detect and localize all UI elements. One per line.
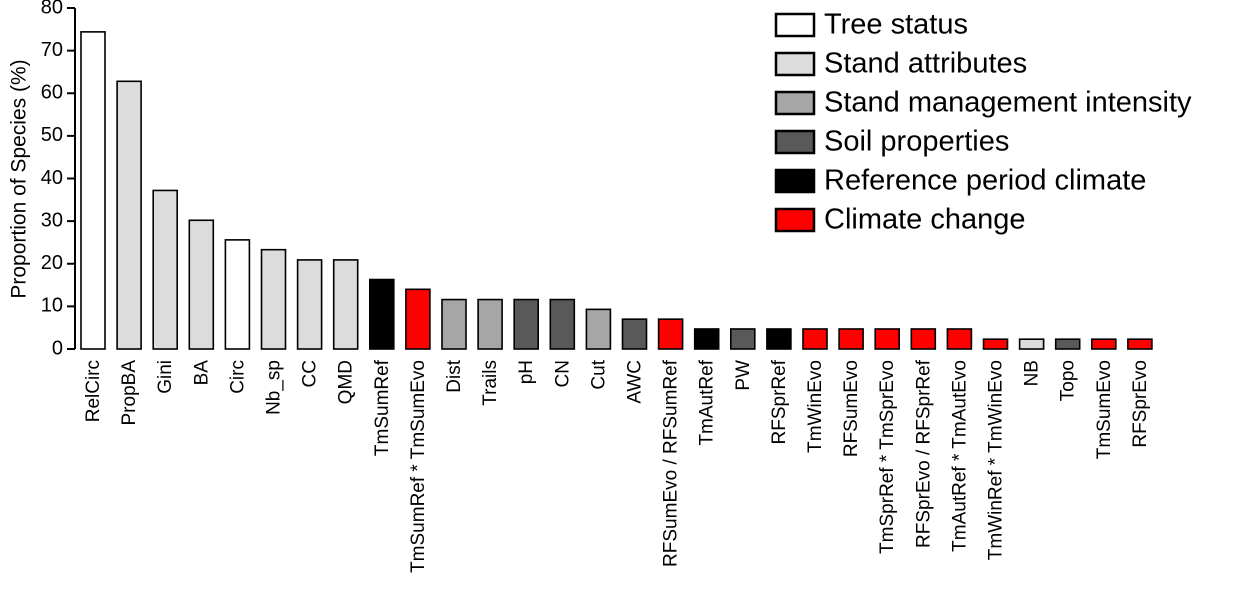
legend-swatch xyxy=(774,129,816,155)
y-axis-label: Proportion of Species (%) xyxy=(8,59,31,298)
y-tick-label: 10 xyxy=(41,295,63,317)
x-tick-label: TmSprRef * TmSprEvo xyxy=(877,360,898,554)
x-tick-label: NB xyxy=(1022,360,1043,386)
x-tick-label: CC xyxy=(300,360,321,387)
x-tick-label: pH xyxy=(516,360,537,384)
y-tick-label: 70 xyxy=(41,39,63,61)
legend-label: Soil properties xyxy=(824,126,1009,158)
y-tick-label: 80 xyxy=(41,0,63,18)
bar-dist xyxy=(441,298,467,350)
x-tick-label: Gini xyxy=(155,360,176,394)
bar-cut xyxy=(585,308,612,350)
bar-tmsumevo xyxy=(1091,338,1117,350)
x-tick-label: Cut xyxy=(588,359,609,389)
bar-topo xyxy=(1054,338,1081,350)
x-tick-label: TmAutRef xyxy=(697,359,718,445)
bar-rfsprref xyxy=(766,328,792,350)
bar-series xyxy=(80,31,1153,350)
legend-label: Tree status xyxy=(824,9,968,41)
x-tick-label: Dist xyxy=(444,359,465,392)
x-tick-label: AWC xyxy=(625,360,646,404)
x-tick-label: Circ xyxy=(227,360,248,394)
bar-cn xyxy=(549,298,576,350)
y-tick-label: 0 xyxy=(52,337,63,359)
x-tick-label: RFSumEvo xyxy=(841,360,862,457)
legend-swatch xyxy=(774,207,816,233)
x-tick-label: TmSumEvo xyxy=(1094,360,1115,459)
x-tick-label: PW xyxy=(733,360,754,391)
x-tick-label: RFSprEvo / RFSprRef xyxy=(913,359,934,548)
y-tick-label: 60 xyxy=(41,82,63,104)
bar-tmsprref-tmsprevo xyxy=(874,328,901,350)
bar-rfsprevo xyxy=(1127,338,1153,350)
bar-qmd xyxy=(332,259,359,350)
x-tick-label: PropBA xyxy=(119,360,140,426)
bar-rfsumevo-rfsumref xyxy=(657,318,684,350)
x-tick-label: TmSumRef * TmSumEvo xyxy=(408,360,429,573)
x-tick-label: Nb_sp xyxy=(264,360,285,415)
x-tick-label: RFSprRef xyxy=(769,359,790,444)
bar-relcirc xyxy=(80,31,106,350)
legend-swatch xyxy=(774,90,816,116)
x-tick-label: TmAutRef * TmAutEvo xyxy=(949,360,970,552)
legend-swatch xyxy=(774,51,816,77)
bar-nb-sp xyxy=(260,248,287,350)
bar-pw xyxy=(729,328,756,350)
bar-trails xyxy=(477,298,503,350)
legend-label: Stand management intensity xyxy=(824,87,1192,119)
bar-tmsumref-tmsumevo xyxy=(405,288,431,350)
legend-label: Reference period climate xyxy=(824,165,1146,197)
bar-rfsprevo-rfsprref xyxy=(910,328,937,350)
x-tick-label: TmSumRef xyxy=(372,359,393,456)
bar-ba xyxy=(188,219,215,350)
bar-awc xyxy=(621,318,648,350)
bar-tmwinref-tmwinevo xyxy=(982,338,1009,350)
x-tick-label: Topo xyxy=(1058,360,1079,401)
y-tick-label: 50 xyxy=(41,124,63,146)
x-tick-labels: RelCirc PropBA Gini BA Circ Nb_sp CC QMD TmSumRe… xyxy=(83,359,1151,573)
bar-circ xyxy=(224,239,251,350)
x-tick-label: RFSprEvo xyxy=(1130,360,1151,448)
legend: Tree status Stand attributes Stand managem… xyxy=(774,9,1192,236)
x-tick-label: TmWinEvo xyxy=(805,360,826,453)
legend-swatch xyxy=(774,12,816,38)
x-tick-label: RelCirc xyxy=(83,360,104,422)
y-axis: 0 10 20 30 40 50 60 70 80 xyxy=(41,0,76,359)
bar-tmsumref xyxy=(368,278,395,350)
y-tick-label: 40 xyxy=(41,167,63,189)
bar-tmautref xyxy=(693,328,720,350)
legend-label: Stand attributes xyxy=(824,48,1027,80)
y-tick-label: 30 xyxy=(41,209,63,231)
x-tick-label: CN xyxy=(552,360,573,387)
bar-nb xyxy=(1018,338,1045,350)
legend-swatch xyxy=(774,168,816,194)
bar-tmwinevo xyxy=(802,328,828,350)
x-tick-label: QMD xyxy=(336,360,357,404)
bar-tmautref-tmautevo xyxy=(946,328,973,350)
bar-propba xyxy=(116,80,142,350)
x-tick-label: Trails xyxy=(480,360,501,406)
bar-ph xyxy=(513,298,540,350)
legend-label: Climate change xyxy=(824,204,1026,236)
y-tick-label: 20 xyxy=(41,252,63,274)
bar-gini xyxy=(152,189,178,350)
bar-cc xyxy=(296,259,323,350)
x-tick-label: BA xyxy=(191,360,212,386)
x-tick-label: RFSumEvo / RFSumRef xyxy=(661,359,682,567)
bar-rfsumevo xyxy=(838,328,864,350)
x-tick-label: TmWinRef * TmWinEvo xyxy=(986,360,1007,560)
